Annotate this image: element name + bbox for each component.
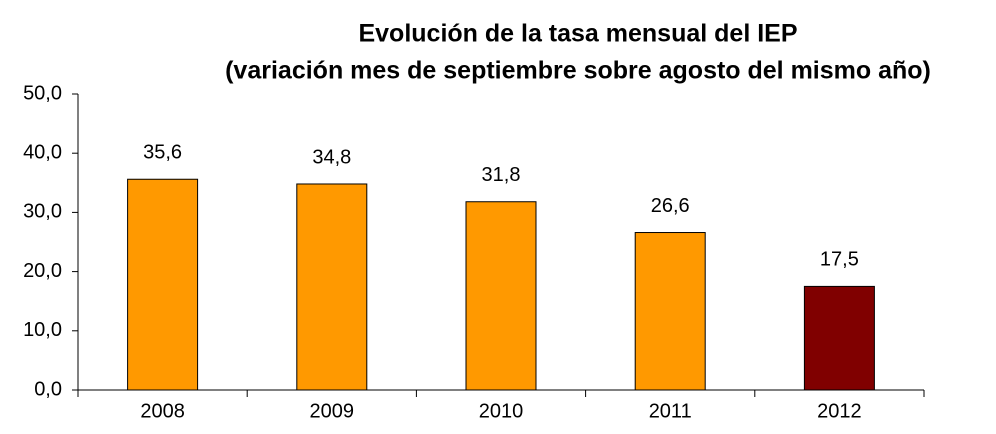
chart-subtitle: (variación mes de septiembre sobre agost… xyxy=(225,57,931,85)
bar xyxy=(127,178,199,391)
x-tick-label: 2011 xyxy=(649,400,692,422)
y-tick-label: 0,0 xyxy=(34,378,62,400)
value-label: 35,6 xyxy=(143,142,182,164)
y-tick-label: 10,0 xyxy=(23,319,62,341)
bar xyxy=(803,285,875,391)
x-tick-label: 2012 xyxy=(817,400,862,422)
x-tick-label: 2009 xyxy=(310,400,355,422)
y-tick-label: 50,0 xyxy=(23,82,62,104)
value-label: 34,8 xyxy=(312,146,351,168)
bar xyxy=(296,183,368,391)
x-tick-label: 2008 xyxy=(140,400,185,422)
chart-title: Evolución de la tasa mensual del IEP xyxy=(358,20,797,48)
value-label: 17,5 xyxy=(820,249,859,271)
bar xyxy=(465,201,537,391)
value-label: 26,6 xyxy=(651,195,690,217)
bar xyxy=(634,232,706,391)
x-tick-label: 2010 xyxy=(479,400,524,422)
value-label: 31,8 xyxy=(482,164,521,186)
y-tick-label: 40,0 xyxy=(23,141,62,163)
y-tick-label: 20,0 xyxy=(23,260,62,282)
y-tick-label: 30,0 xyxy=(23,201,62,223)
